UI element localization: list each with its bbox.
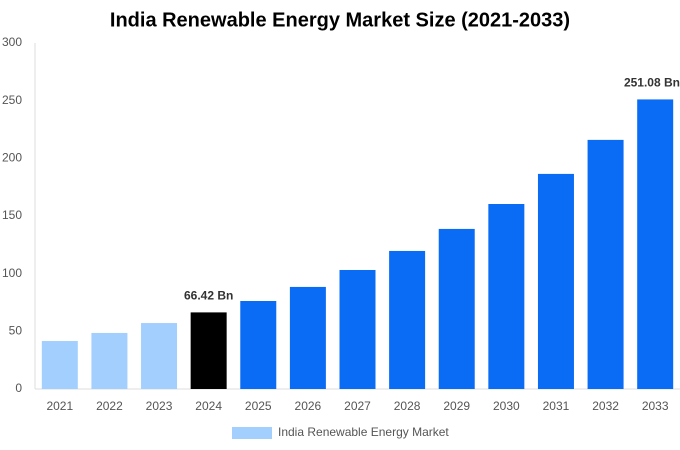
bar xyxy=(537,173,574,389)
value-label: 251.08 Bn xyxy=(624,76,680,90)
bar xyxy=(141,323,178,389)
bar xyxy=(389,250,426,389)
value-label: 66.42 Bn xyxy=(184,289,233,303)
x-tick-label: 2030 xyxy=(493,399,520,413)
y-tick-label: 200 xyxy=(2,151,22,165)
bar xyxy=(190,312,227,389)
x-tick-label: 2025 xyxy=(245,399,272,413)
x-tick-label: 2022 xyxy=(96,399,123,413)
bar xyxy=(289,286,326,389)
x-tick-label: 2029 xyxy=(443,399,470,413)
bar xyxy=(339,269,376,389)
x-tick-label: 2032 xyxy=(592,399,619,413)
x-tick-label: 2024 xyxy=(195,399,222,413)
x-tick-label: 2027 xyxy=(344,399,371,413)
y-tick-label: 50 xyxy=(9,324,23,338)
legend-swatch xyxy=(232,427,272,439)
y-tick-label: 0 xyxy=(15,381,22,395)
bar xyxy=(587,139,624,389)
bar xyxy=(41,341,78,389)
x-tick-label: 2031 xyxy=(543,399,570,413)
bar xyxy=(438,228,475,389)
x-tick-label: 2026 xyxy=(295,399,322,413)
bar xyxy=(91,332,128,389)
x-tick-label: 2033 xyxy=(642,399,669,413)
y-tick-label: 250 xyxy=(2,93,22,107)
bar xyxy=(637,99,674,389)
legend-label: India Renewable Energy Market xyxy=(278,425,449,439)
chart-title: India Renewable Energy Market Size (2021… xyxy=(110,9,570,31)
y-tick-label: 150 xyxy=(2,208,22,222)
x-tick-label: 2028 xyxy=(394,399,421,413)
x-tick-label: 2023 xyxy=(146,399,173,413)
y-tick-label: 300 xyxy=(2,35,22,49)
x-tick-label: 2021 xyxy=(46,399,73,413)
bar xyxy=(240,301,277,389)
bar xyxy=(488,204,525,389)
y-tick-label: 100 xyxy=(2,266,22,280)
